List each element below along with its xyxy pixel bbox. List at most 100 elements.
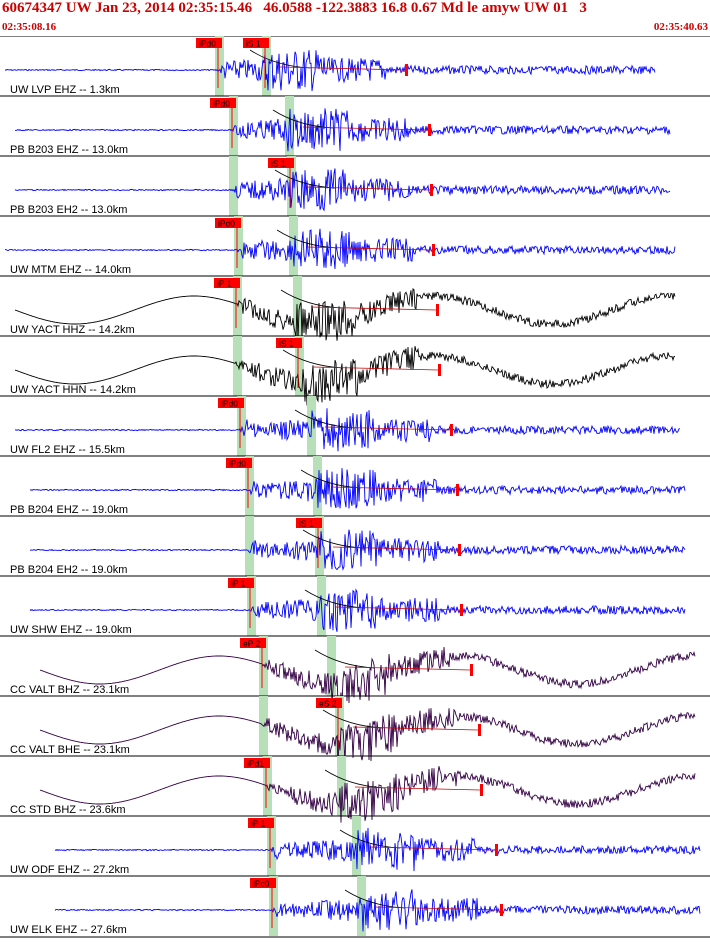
phase-pick-tag[interactable] (210, 98, 236, 108)
channel-label: CC VALT BHE -- 23.1km (10, 744, 130, 756)
coda-curve (300, 469, 362, 489)
phase-pick-tag[interactable] (250, 878, 276, 888)
phase-pick-tag[interactable] (214, 278, 240, 288)
phase-pick-tag[interactable] (243, 38, 269, 48)
phase-pick-label: iP 1 (231, 579, 246, 589)
duration-marker (438, 364, 441, 376)
phase-pick-tag[interactable] (240, 638, 266, 648)
waveform-trace (14, 108, 671, 152)
duration-marker (450, 424, 453, 436)
coda-fit-line (332, 546, 459, 551)
waveform-trace (54, 889, 701, 932)
waveform-trace (29, 468, 686, 509)
channel-row[interactable]: iS 1 PB B204 EH2 -- 19.0km (0, 515, 710, 576)
channel-row[interactable]: iS 1 UW YACT HHN -- 14.2km (0, 335, 710, 406)
phase-pick-label: iS 1 (299, 519, 314, 529)
channel-label: UW ODF EHZ -- 27.2km (10, 864, 129, 876)
channel-label: PB B204 EH2 -- 19.0km (10, 564, 127, 576)
channel-row[interactable]: iPd0 UW FL2 EHZ -- 15.5km (0, 395, 710, 456)
channel-label: PB B204 EHZ -- 19.0km (10, 504, 128, 516)
coda-fit-line (352, 726, 479, 731)
seismogram-panel[interactable]: iPd0 iS 1 UW LVP EHZ -- 1.3km iPd0 PB B203 E… (0, 35, 710, 938)
waveform-trace (14, 408, 680, 452)
phase-pick-tag[interactable] (226, 458, 252, 468)
channel-label: CC VALT BHZ -- 23.1km (10, 684, 129, 696)
channel-label: PB B203 EHZ -- 13.0km (10, 144, 128, 156)
seismogram-canvas[interactable]: iPd0 iS 1 UW LVP EHZ -- 1.3km iPd0 PB B203 E… (0, 35, 710, 938)
p-phase-band (215, 36, 224, 96)
phase-pick-label: eP 2 (243, 639, 261, 649)
waveform-trace (29, 588, 686, 632)
phase-pick-tag[interactable] (244, 758, 270, 768)
s-phase-band (337, 756, 346, 816)
channel-row[interactable]: iPc0 UW ELK EHZ -- 27.6km (0, 875, 710, 936)
phase-pick-tag[interactable] (268, 158, 294, 168)
duration-marker (470, 664, 473, 676)
p-phase-band (245, 516, 254, 576)
channel-row[interactable]: iPd0 PB B204 EHZ -- 19.0km (0, 455, 710, 516)
channel-label: CC STD BHZ -- 23.6km (10, 804, 126, 816)
channel-label: PB B203 EH2 -- 13.0km (10, 204, 127, 216)
channel-row[interactable]: iP 1 UW YACT HHZ -- 14.2km (0, 275, 710, 341)
phase-pick-tag[interactable] (316, 698, 342, 708)
duration-marker (428, 124, 431, 136)
phase-pick-tag[interactable] (296, 518, 322, 528)
duration-marker (460, 604, 463, 616)
channel-row[interactable]: iP 1 UW ODF EHZ -- 27.2km (0, 815, 710, 876)
channel-label: UW YACT HHN -- 14.2km (10, 384, 136, 396)
channel-row[interactable]: iPd0 PB B203 EHZ -- 13.0km (0, 95, 710, 156)
channel-row[interactable]: iPd1 CC STD BHZ -- 23.6km (0, 755, 710, 823)
channel-row[interactable]: iP 1 UW SHW EHZ -- 19.0km (0, 575, 710, 636)
duration-marker (480, 784, 483, 796)
phase-pick-label: iPc0 (253, 879, 270, 889)
p-phase-band (233, 276, 242, 336)
phase-pick-tag[interactable] (276, 338, 302, 348)
waveform-trace (39, 708, 696, 765)
phase-pick-label: iPd0 (199, 39, 216, 49)
channel-label: UW MTM EHZ -- 14.0km (10, 264, 131, 276)
phase-pick-tag[interactable] (248, 818, 274, 828)
waveform-trace (54, 827, 701, 872)
waveform-trace (4, 50, 656, 92)
coda-fit-line (324, 426, 451, 431)
channel-row[interactable]: eS 2 CC VALT BHE -- 23.1km (0, 695, 710, 765)
channel-row[interactable]: iS 1 PB B203 EH2 -- 13.0km (0, 155, 710, 216)
phase-pick-tag[interactable] (228, 578, 254, 588)
channel-label: UW LVP EHZ -- 1.3km (10, 84, 120, 96)
phase-pick-label: iPd0 (229, 459, 246, 469)
p-phase-band (234, 216, 243, 276)
phase-pick-label: iPd0 (218, 219, 235, 229)
waveform-trace (39, 646, 696, 705)
waveform-trace (14, 288, 676, 341)
coda-fit-line (279, 66, 406, 71)
p-phase-band (237, 396, 246, 456)
coda-fit-line (330, 486, 457, 491)
duration-marker (432, 244, 435, 256)
phase-pick-tag[interactable] (215, 218, 241, 228)
p-phase-band (229, 156, 238, 216)
waveform-trace (14, 346, 676, 406)
duration-marker (495, 844, 498, 856)
duration-marker (430, 184, 433, 196)
channel-row[interactable]: iPd0 UW MTM EHZ -- 14.0km (0, 215, 710, 276)
channel-row[interactable]: eP 2 CC VALT BHZ -- 23.1km (0, 635, 710, 705)
waveform-trace (4, 228, 676, 269)
phase-pick-tag[interactable] (196, 38, 222, 48)
s-phase-band (335, 696, 344, 756)
window-end-time: 02:35:40.63 (653, 21, 708, 33)
phase-pick-tag[interactable] (218, 398, 244, 408)
waveform-trace (14, 168, 671, 212)
phase-pick-label: iS 1 (279, 339, 294, 349)
p-phase-band (247, 576, 256, 636)
phase-pick-label: iPd1 (247, 759, 264, 769)
channel-row[interactable]: iPd0 iS 1 UW LVP EHZ -- 1.3km (0, 35, 710, 96)
waveform-trace (29, 529, 686, 571)
phase-pick-label: iS 1 (246, 39, 261, 49)
s-phase-band (287, 156, 296, 216)
duration-marker (436, 304, 439, 316)
window-start-time: 02:35:08.16 (2, 21, 57, 33)
duration-marker (456, 484, 459, 496)
phase-pick-label: iS 1 (271, 159, 286, 169)
coda-fit-line (306, 246, 433, 251)
channel-label: UW SHW EHZ -- 19.0km (10, 624, 132, 636)
